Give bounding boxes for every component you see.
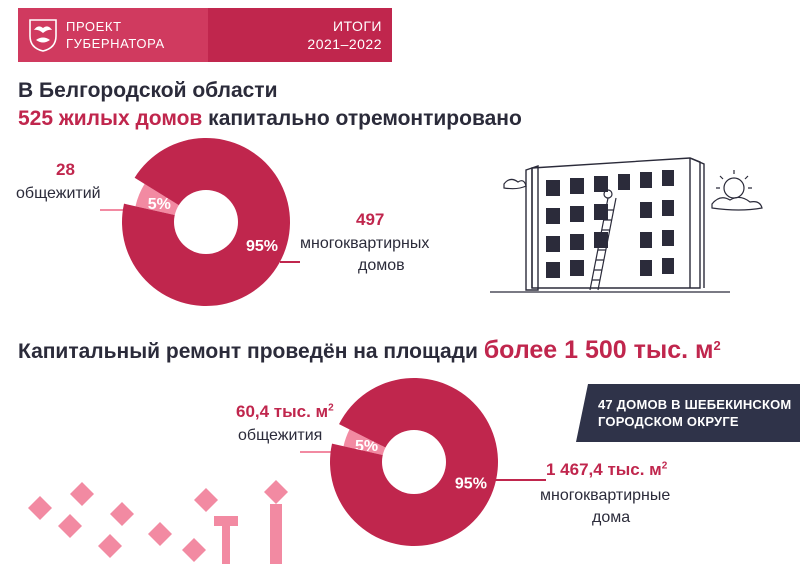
banner-line-2: ГОРОДСКОМ ОКРУГЕ xyxy=(598,414,739,429)
dorms-count: 28 xyxy=(56,160,75,179)
project-line-2: ГУБЕРНАТОРА xyxy=(66,36,165,51)
dorms-area-label: общежития xyxy=(238,427,323,444)
banner-line-1: 47 ДОМОВ В ШЕБЕКИНСКОМ xyxy=(598,397,792,412)
building-illustration xyxy=(490,157,763,293)
headline-rest: капитально отремонтировано xyxy=(202,107,522,130)
apartments-label-2: домов xyxy=(358,257,405,274)
header-bar: ПРОЕКТ ГУБЕРНАТОРА ИТОГИ 2021–2022 xyxy=(18,8,392,62)
dorms-area-number: 60,4 тыс. м xyxy=(236,402,329,421)
apartments-label-1: многоквартирных xyxy=(300,235,430,252)
results-label: ИТОГИ xyxy=(332,18,382,34)
area-headline-sup: 2 xyxy=(713,338,721,353)
results-block: ИТОГИ 2021–2022 xyxy=(208,8,392,62)
dorms-label: общежитий xyxy=(16,185,101,202)
apartments-area-sup: 2 xyxy=(661,460,668,472)
area-headline-text: Капитальный ремонт проведён на площади xyxy=(18,340,484,363)
project-block: ПРОЕКТ ГУБЕРНАТОРА xyxy=(18,8,208,62)
results-years: 2021–2022 xyxy=(307,36,382,52)
percent-label-0: 5% xyxy=(148,196,171,213)
headline-accent: 525 жилых домов xyxy=(18,107,203,130)
dorms-area-sup: 2 xyxy=(328,402,334,414)
apartments-area-label-2: дома xyxy=(592,509,631,526)
apartments-area-number: 1 467,4 тыс. м xyxy=(546,460,662,479)
percent-label-1: 95% xyxy=(246,238,278,255)
coat-of-arms-icon xyxy=(29,19,57,52)
decorative-pattern xyxy=(28,480,288,564)
percent-label-1: 95% xyxy=(455,475,487,492)
dorms-area-value: 60,4 тыс. м2 xyxy=(236,402,334,422)
headline-line-1: В Белгородской области xyxy=(18,79,278,102)
donut-hole xyxy=(382,430,446,494)
donut-hole xyxy=(174,190,238,254)
area-headline: Капитальный ремонт проведён на площади б… xyxy=(18,336,721,365)
apartments-count: 497 xyxy=(356,210,385,229)
shebekino-banner: 47 ДОМОВ В ШЕБЕКИНСКОМ ГОРОДСКОМ ОКРУГЕ xyxy=(576,384,800,442)
area-headline-accent: более 1 500 тыс. м xyxy=(483,336,714,364)
apartments-area-label-1: многоквартирные xyxy=(540,487,671,504)
apartments-area-value: 1 467,4 тыс. м2 xyxy=(546,460,667,480)
project-line-1: ПРОЕКТ xyxy=(66,19,122,34)
headline-line-2: 525 жилых домов капитально отремонтирова… xyxy=(18,107,522,131)
